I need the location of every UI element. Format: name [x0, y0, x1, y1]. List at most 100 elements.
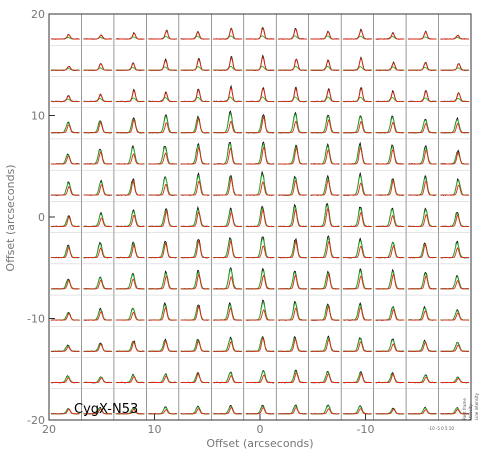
spectrum-line-red	[440, 92, 469, 102]
spectrum-cell	[147, 58, 178, 71]
spectrum-cell	[212, 371, 243, 384]
spectrum-line-black	[375, 306, 405, 321]
spectrum-line-red	[310, 373, 340, 383]
spectrum-line-green	[310, 337, 340, 352]
spectrum-cell	[277, 203, 308, 228]
spectrum-cell	[374, 306, 406, 321]
spectrum-line-green	[180, 208, 210, 227]
spectrum-cell	[277, 144, 308, 165]
spectrum-cell	[114, 209, 146, 228]
spectrum-cell	[50, 375, 81, 384]
spectrum-line-red	[148, 184, 177, 196]
spectrum-line-red	[310, 60, 340, 71]
spectrum-line-red	[180, 273, 210, 290]
spectrum-line-green	[278, 370, 307, 383]
spectrum-line-red	[343, 307, 372, 321]
spectrum-line-black	[50, 244, 80, 259]
spectrum-line-green	[245, 370, 275, 383]
y-tick-label: -20	[27, 414, 45, 427]
axes: 20 10 0 -10 20 10 0 -10 -20	[27, 8, 374, 436]
spectrum-line-green	[278, 177, 307, 196]
spectrum-line-black	[180, 405, 210, 415]
spectrum-cell	[82, 376, 113, 384]
spectrum-line-green	[440, 179, 469, 196]
y-tick-label: 10	[31, 110, 45, 123]
spectrum-line-red	[278, 147, 307, 165]
spectrum-cell	[82, 120, 113, 134]
spectrum-line-black	[50, 278, 80, 290]
spectrum-line-black	[278, 300, 307, 321]
spectrum-line-red	[148, 121, 177, 134]
spectrum-cell	[179, 405, 211, 415]
spectrum-line-red	[180, 373, 210, 383]
spectrum-line-red	[310, 89, 340, 102]
spectrum-cell	[407, 406, 438, 415]
spectrum-line-green	[115, 243, 145, 259]
spectrum-cell	[82, 212, 113, 228]
spectrum-cell	[407, 374, 438, 384]
spectrum-cell	[439, 149, 470, 165]
spectrum-line-red	[278, 338, 307, 352]
spectrum-line-red	[408, 376, 437, 383]
spectrum-cell	[50, 34, 81, 40]
spectrum-line-red	[115, 32, 145, 40]
spectrum-line-green	[51, 279, 80, 290]
spectrum-line-black	[310, 371, 340, 384]
spectrum-line-red	[83, 343, 112, 352]
spectrum-line-black	[342, 171, 372, 197]
spectrum-cell	[374, 241, 406, 259]
spectrum-line-red	[148, 30, 177, 40]
spectrum-cell	[212, 267, 243, 290]
spectrum-line-red	[245, 374, 275, 383]
spectrum-line-red	[213, 57, 242, 71]
spectrum-line-red	[83, 408, 112, 415]
spectrum-cell	[342, 371, 373, 384]
spectrum-cell	[309, 59, 341, 71]
spectrum-line-red	[213, 275, 242, 290]
spectrum-line-green	[148, 273, 177, 290]
spectrum-line-red	[375, 308, 405, 321]
spectrum-cell	[439, 240, 470, 259]
spectrum-line-green	[51, 182, 80, 196]
spectrum-line-green	[375, 339, 405, 352]
spectrum-line-red	[278, 87, 307, 102]
spectrum-line-green	[408, 375, 437, 383]
spectrum-line-red	[115, 214, 145, 227]
spectrum-line-red	[148, 92, 177, 102]
spectrum-cell	[212, 27, 243, 40]
spectrum-line-red	[180, 340, 210, 352]
spectrum-line-red	[51, 95, 80, 102]
spectrum-line-red	[343, 120, 372, 134]
spectrum-line-black	[310, 114, 340, 134]
spectrum-line-green	[245, 116, 275, 134]
spectrum-cell	[407, 89, 438, 103]
spectrum-cell	[179, 57, 211, 72]
spectrum-line-red	[375, 343, 405, 352]
spectrum-line-black	[342, 237, 372, 259]
spectrum-cell	[309, 303, 341, 321]
spectrum-line-green	[375, 307, 405, 321]
spectrum-line-black	[440, 116, 470, 134]
spectrum-cell	[407, 61, 438, 71]
spectrum-line-black	[440, 341, 470, 352]
spectrum-line-red	[245, 337, 275, 352]
spectrum-cell	[179, 269, 211, 290]
spectrum-cell	[82, 179, 113, 196]
spectrum-line-red	[213, 177, 242, 196]
spectrum-line-red	[310, 305, 340, 321]
spectrum-line-black	[213, 404, 242, 415]
spectrum-line-black	[115, 145, 145, 165]
spectrum-cell	[342, 337, 373, 353]
spectrum-cell	[309, 202, 341, 228]
spectrum-cell	[374, 207, 406, 228]
spectrum-line-green	[51, 246, 80, 259]
spectrum-line-red	[83, 279, 112, 290]
spectrum-cell	[309, 335, 341, 353]
spectrum-line-red	[148, 242, 177, 259]
spectrum-cell	[82, 93, 113, 103]
spectrum-cell	[212, 84, 243, 103]
spectrum-cell	[277, 86, 308, 103]
spectrum-line-red	[83, 184, 112, 196]
spectrum-line-green	[278, 302, 307, 321]
spectrum-line-green	[375, 117, 405, 134]
